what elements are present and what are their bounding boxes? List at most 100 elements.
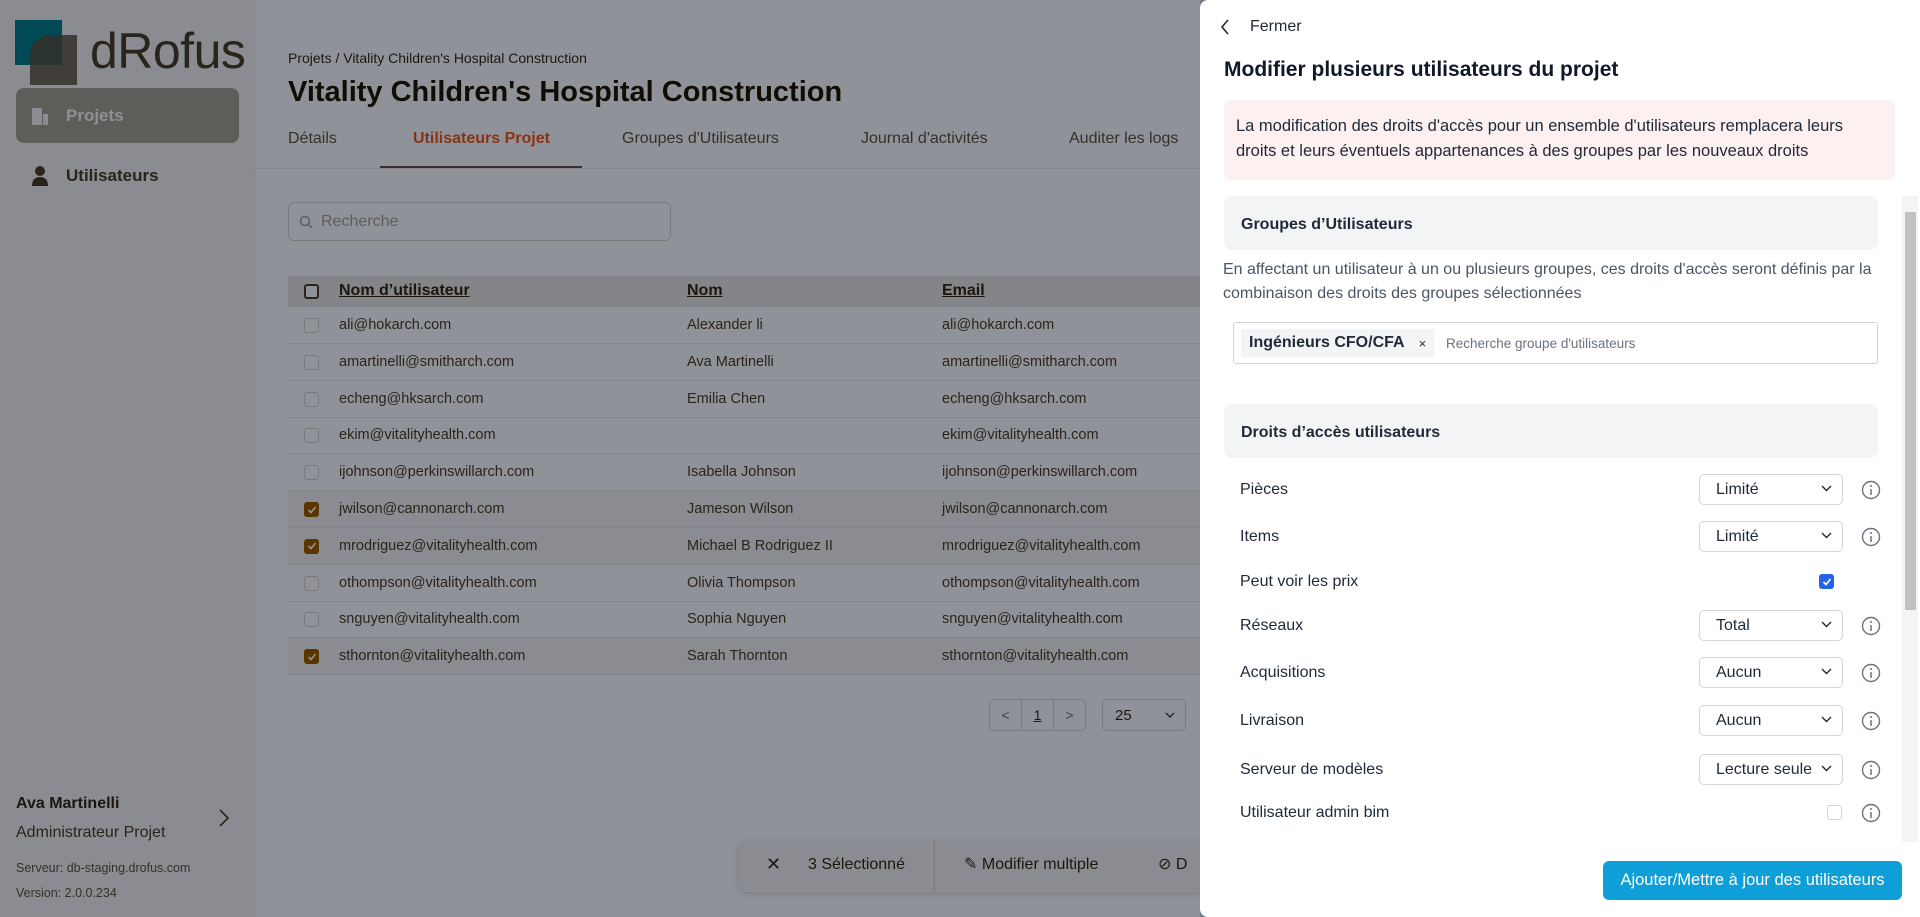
info-icon[interactable] (1861, 711, 1881, 736)
cell-name: Jameson Wilson (687, 501, 794, 517)
logo-text: dRofus (90, 23, 246, 79)
table-header: Nom d’utilisateur Nom Email (288, 276, 1200, 307)
right-select[interactable]: Aucun (1699, 705, 1843, 736)
table-row[interactable]: jwilson@cannonarch.com Jameson Wilson jw… (288, 491, 1200, 528)
right-select[interactable]: Limité (1699, 521, 1843, 552)
sidebar-item-utilisateurs[interactable]: Utilisateurs (16, 148, 239, 203)
row-checkbox[interactable] (304, 391, 319, 407)
table-row[interactable]: ekim@vitalityhealth.com ekim@vitalityhea… (288, 417, 1200, 455)
row-checkbox[interactable] (304, 502, 319, 517)
right-label: Livraison (1240, 712, 1305, 729)
info-icon[interactable] (1861, 803, 1881, 828)
row-checkbox[interactable] (304, 575, 319, 591)
page-size-select[interactable]: 25 (1102, 699, 1186, 731)
cell-email: othompson@vitalityhealth.com (942, 574, 1140, 591)
right-label: Acquisitions (1240, 664, 1326, 681)
tab-auditer[interactable]: Auditer les logs (1069, 130, 1179, 147)
table-row[interactable]: amartinelli@smitharch.com Ava Martinelli… (288, 344, 1200, 381)
cell-name: Olivia Thompson (687, 574, 796, 591)
logo (15, 20, 85, 88)
row-checkbox[interactable] (304, 465, 319, 481)
info-icon[interactable] (1861, 616, 1881, 641)
clear-selection-icon[interactable]: ✕ (766, 854, 782, 874)
groups-description: En affectant un utilisateur à un ou plus… (1223, 261, 1872, 302)
info-icon[interactable] (1861, 480, 1881, 505)
info-icon[interactable] (1861, 527, 1881, 552)
table-row[interactable]: ali@hokarch.com Alexander li ali@hokarch… (288, 307, 1200, 344)
cell-name: Alexander li (687, 317, 763, 333)
right-label: Serveur de modèles (1240, 761, 1384, 778)
chevron-down-icon (1821, 485, 1832, 492)
scrollbar[interactable] (1902, 196, 1918, 842)
right-label: Utilisateur admin bim (1240, 804, 1390, 821)
submit-button[interactable]: Ajouter/Mettre à jour des utilisateurs (1603, 861, 1902, 900)
cell-username: mrodriguez@vitalityhealth.com (339, 537, 538, 554)
row-checkbox[interactable] (304, 354, 319, 370)
table-row[interactable]: mrodriguez@vitalityhealth.com Michael B … (288, 527, 1200, 565)
right-select[interactable]: Total (1699, 610, 1843, 641)
cell-username: jwilson@cannonarch.com (339, 501, 505, 517)
next-page-button[interactable]: > (1065, 707, 1074, 723)
row-checkbox[interactable] (304, 649, 319, 665)
group-select-input[interactable]: Ingénieurs CFO/CFA × Recherche groupe d'… (1233, 322, 1878, 364)
cell-email: sthornton@vitalityhealth.com (942, 648, 1129, 665)
table-row[interactable]: echeng@hksarch.com Emilia Chen echeng@hk… (288, 381, 1200, 418)
table-row[interactable]: ijohnson@perkinswillarch.com Isabella Jo… (288, 454, 1200, 492)
main-content: Projets / Vitality Children's Hospital C… (255, 0, 1200, 917)
pagination: < 1 > (989, 699, 1086, 731)
search-input[interactable]: Recherche (288, 202, 671, 241)
sidebar-item-label: Projets (66, 105, 124, 125)
table-row[interactable]: othompson@vitalityhealth.com Olivia Thom… (288, 565, 1200, 602)
cell-username: snguyen@vitalityhealth.com (339, 611, 520, 628)
rights-section-header: Droits d’accès utilisateurs (1224, 404, 1878, 458)
user-name: Ava Martinelli (16, 795, 120, 812)
tab-utilisateurs-projet[interactable]: Utilisateurs Projet (413, 130, 550, 147)
panel-title: Modifier plusieurs utilisateurs du proje… (1224, 58, 1619, 81)
right-select[interactable]: Limité (1699, 474, 1843, 505)
page-title: Vitality Children's Hospital Constructio… (288, 76, 843, 108)
tab-journal[interactable]: Journal d'activités (861, 130, 988, 147)
column-name[interactable]: Nom (687, 282, 723, 299)
chevron-right-icon[interactable] (218, 808, 230, 828)
table-row[interactable]: snguyen@vitalityhealth.com Sophia Nguyen… (288, 601, 1200, 639)
row-checkbox[interactable] (304, 428, 319, 444)
groups-section-header: Groupes d’Utilisateurs (1224, 196, 1878, 250)
info-icon[interactable] (1861, 663, 1881, 688)
chevron-down-icon (1821, 532, 1832, 539)
search-icon (299, 215, 313, 229)
sidebar-item-projets[interactable]: Projets (16, 88, 239, 143)
right-label: Réseaux (1240, 617, 1304, 634)
cell-name: Sophia Nguyen (687, 611, 787, 628)
right-checkbox[interactable] (1827, 805, 1842, 820)
edit-multiple-button[interactable]: ✎ Modifier multiple (964, 856, 1099, 873)
group-search-placeholder: Recherche groupe d'utilisateurs (1446, 336, 1636, 351)
row-checkbox[interactable] (304, 538, 319, 554)
cell-email: mrodriguez@vitalityhealth.com (942, 537, 1141, 554)
cell-name: Isabella Johnson (687, 464, 796, 481)
cell-email: amartinelli@smitharch.com (942, 353, 1118, 370)
disable-button[interactable]: ⊘ D (1158, 856, 1188, 873)
row-checkbox[interactable] (304, 612, 319, 628)
prev-page-button[interactable]: < (990, 700, 1022, 730)
chevron-left-icon (1220, 19, 1229, 35)
page-1-button[interactable]: 1 (1022, 700, 1054, 730)
breadcrumb[interactable]: Projets / Vitality Children's Hospital C… (288, 50, 587, 66)
right-label: Pièces (1240, 481, 1289, 498)
cell-email: ali@hokarch.com (942, 317, 1055, 333)
cell-username: echeng@hksarch.com (339, 390, 484, 407)
row-checkbox[interactable] (304, 318, 319, 333)
tab-groupes[interactable]: Groupes d'Utilisateurs (622, 130, 779, 147)
remove-chip-icon[interactable]: × (1418, 336, 1427, 351)
column-username[interactable]: Nom d’utilisateur (339, 282, 470, 299)
right-select[interactable]: Aucun (1699, 657, 1843, 688)
sidebar: dRofus Projets Utilisateurs Ava Martinel… (0, 0, 255, 917)
tab-details[interactable]: Détails (288, 130, 337, 147)
right-select[interactable]: Lecture seule (1699, 754, 1843, 785)
column-email[interactable]: Email (942, 282, 985, 299)
info-icon[interactable] (1861, 760, 1881, 785)
table-row[interactable]: sthornton@vitalityhealth.com Sarah Thorn… (288, 638, 1200, 676)
chevron-down-icon (1821, 765, 1832, 772)
right-checkbox[interactable] (1819, 574, 1834, 589)
close-button[interactable]: Fermer (1220, 18, 1302, 36)
select-all-checkbox[interactable] (304, 284, 319, 299)
